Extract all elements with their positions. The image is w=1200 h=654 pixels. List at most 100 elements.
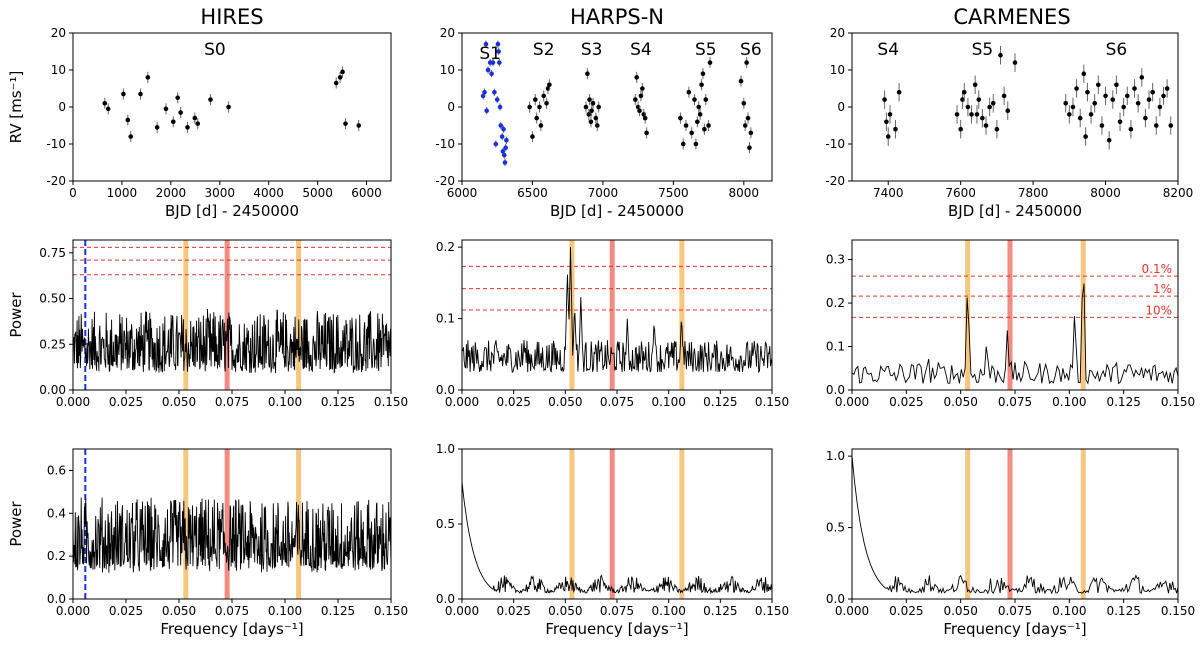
rv-point xyxy=(532,97,538,102)
period-band-1 xyxy=(1007,240,1013,390)
column-title-harpsn: HARPS-N xyxy=(570,5,664,29)
rv-point xyxy=(175,95,180,101)
y-tick-label: 0 xyxy=(447,100,455,114)
x-tick-label: 0.050 xyxy=(162,604,196,618)
period-band-0 xyxy=(965,449,971,599)
panel-win-hires: 0.000 0.025 0.050 0.075 0.100 0.125 0.150 0.0 0.… xyxy=(7,448,408,638)
rv-point xyxy=(969,112,974,117)
rv-point xyxy=(544,101,549,106)
rv-point xyxy=(503,145,508,150)
rv-point xyxy=(965,104,971,110)
rv-point xyxy=(1168,123,1174,128)
y-tick-label: 0.0 xyxy=(436,383,455,397)
x-tick-label: 0.075 xyxy=(600,395,634,409)
x-tick-label: 0.075 xyxy=(215,604,249,618)
x-tick-label: 0.125 xyxy=(1106,395,1140,409)
x-tick-label: 0.100 xyxy=(268,604,302,618)
rv-point xyxy=(497,60,502,65)
rv-point xyxy=(954,112,960,117)
rv-point xyxy=(644,130,649,136)
rv-point xyxy=(1067,112,1072,117)
x-tick-label: 0.000 xyxy=(835,604,869,618)
x-tick-label: 0.050 xyxy=(943,395,977,409)
rv-point xyxy=(987,104,992,110)
period-band-0 xyxy=(183,449,189,599)
y-tick-label: -10 xyxy=(46,137,66,151)
column-title-carmenes: CARMENES xyxy=(953,5,1070,29)
rv-point xyxy=(1106,138,1112,143)
x-axis-label: BJD [d] - 2450000 xyxy=(165,202,299,220)
rv-point xyxy=(502,160,508,165)
rv-point xyxy=(1063,101,1069,106)
x-tick-label: 0.150 xyxy=(1161,604,1195,618)
rv-point xyxy=(498,123,504,128)
period-band-2 xyxy=(679,240,685,390)
y-tick-label: -10 xyxy=(435,137,455,151)
rv-point xyxy=(747,145,752,150)
x-tick-label: 0.150 xyxy=(1161,395,1195,409)
rv-point xyxy=(501,152,507,158)
x-tick-label: 7600 xyxy=(945,186,976,200)
rv-point xyxy=(590,101,596,106)
rv-point xyxy=(1153,123,1159,128)
rv-point xyxy=(1132,86,1137,91)
rv-point xyxy=(121,91,126,97)
y-tick-label: -20 xyxy=(435,174,455,188)
rv-point xyxy=(896,89,902,95)
x-tick-label: 1000 xyxy=(107,186,138,200)
rv-point xyxy=(178,110,183,115)
y-tick-label: 1.0 xyxy=(436,442,455,456)
rv-point xyxy=(1124,93,1130,99)
rv-point xyxy=(983,123,989,128)
y-tick-label: 0.00 xyxy=(39,383,66,397)
y-tick-label: 0 xyxy=(58,100,66,114)
rv-point xyxy=(1103,93,1108,99)
rv-point xyxy=(1099,123,1105,128)
rv-point xyxy=(980,115,985,121)
rv-point xyxy=(1012,60,1018,65)
rv-point xyxy=(494,97,500,102)
column-title-hires: HIRES xyxy=(200,5,263,29)
rv-point xyxy=(337,75,343,80)
y-tick-label: 0.4 xyxy=(47,506,66,520)
period-band-2 xyxy=(1080,240,1086,390)
rv-point xyxy=(748,130,754,136)
x-tick-label: 6000 xyxy=(447,186,478,200)
x-axis-label: BJD [d] - 2450000 xyxy=(948,202,1082,220)
rv-point xyxy=(495,41,501,47)
x-tick-label: 0.125 xyxy=(321,395,355,409)
panel-rv-carmenes: S4 S5 S6 7400 7600 7800 8000 8200 -20 -10 0 10 20 BJD… xyxy=(825,26,1193,220)
rv-point xyxy=(485,67,491,73)
x-tick-label: 0.150 xyxy=(755,395,789,409)
rv-point xyxy=(537,104,542,110)
x-tick-label: 7500 xyxy=(658,186,689,200)
y-tick-label: 20 xyxy=(830,26,845,40)
rv-point xyxy=(596,104,601,110)
rv-point xyxy=(587,97,592,102)
y-tick-label: 1.0 xyxy=(826,449,845,463)
rv-point xyxy=(492,89,497,95)
x-tick-label: 8200 xyxy=(1163,186,1194,200)
period-band-1 xyxy=(224,449,230,599)
rv-point xyxy=(497,104,503,110)
rv-point xyxy=(490,60,496,65)
y-tick-label: 0.0 xyxy=(826,592,845,606)
y-tick-label: 0.5 xyxy=(826,521,845,535)
rv-point xyxy=(1110,97,1116,102)
plot-area-rv-harpsn xyxy=(480,40,754,167)
panel-win-harpsn: 0.000 0.025 0.050 0.075 0.100 0.125 0.150 0.0 0.… xyxy=(436,442,789,638)
x-tick-label: 2000 xyxy=(156,186,187,200)
x-tick-label: 0.125 xyxy=(703,395,737,409)
x-tick-label: 0.100 xyxy=(651,604,685,618)
period-band-1 xyxy=(1007,449,1013,599)
rv-point xyxy=(586,112,592,117)
rv-point xyxy=(163,106,169,112)
x-axis-label: BJD [d] - 2450000 xyxy=(550,202,684,220)
period-band-1 xyxy=(609,240,615,390)
y-tick-label: 0.1 xyxy=(826,340,845,354)
rv-point xyxy=(583,104,589,110)
rv-point xyxy=(1088,112,1094,117)
rv-point xyxy=(742,123,748,128)
y-axis-label: Power xyxy=(7,500,25,546)
